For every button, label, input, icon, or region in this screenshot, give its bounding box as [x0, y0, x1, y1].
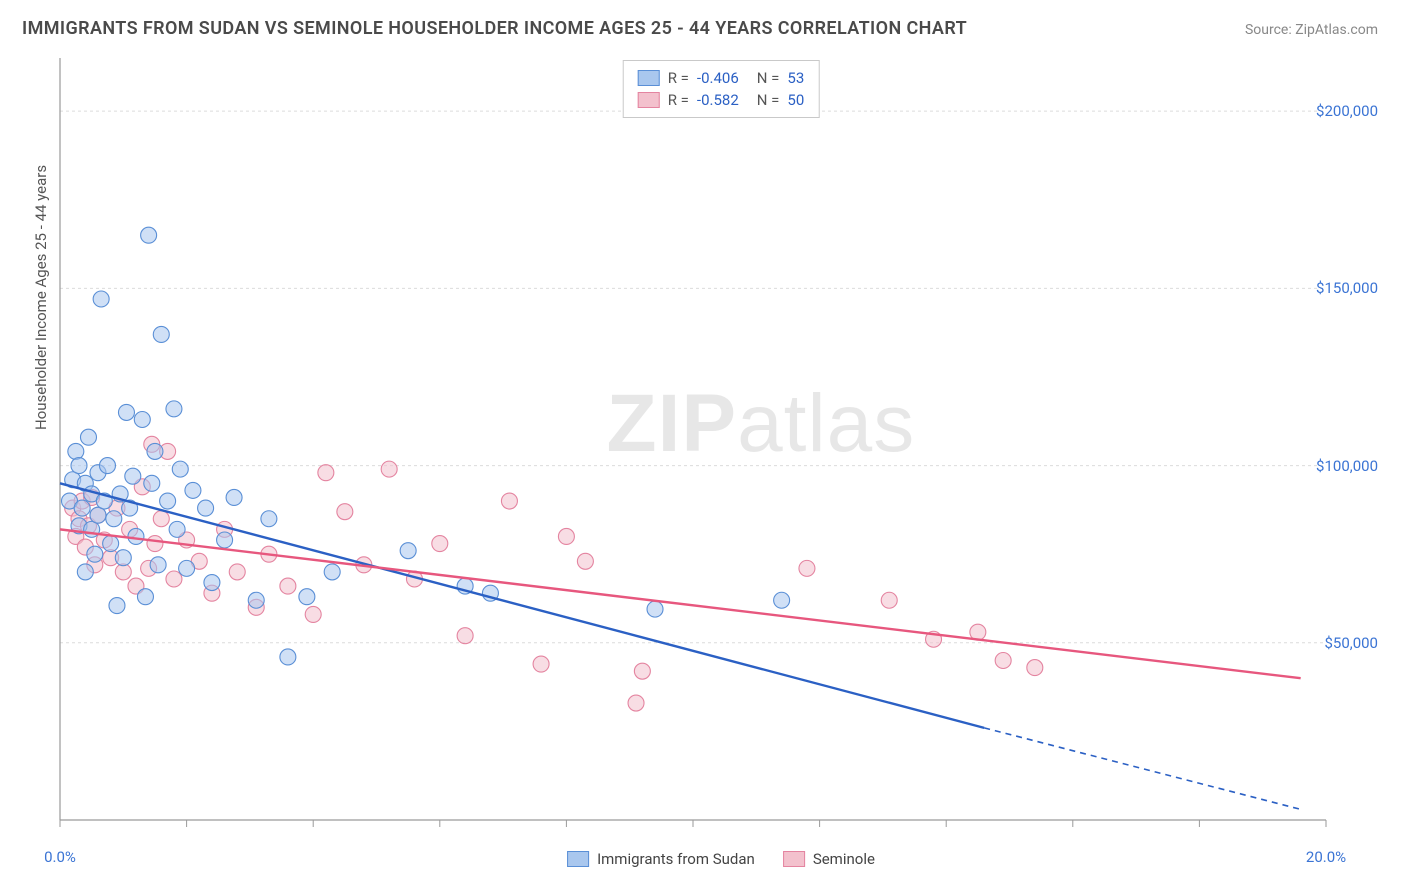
swatch-sudan	[638, 70, 660, 86]
swatch-seminole	[638, 92, 660, 108]
x-axis-legend: Immigrants from Sudan Seminole	[567, 850, 875, 868]
x-tick-label: 0.0%	[44, 848, 76, 866]
y-tick-label: $200,000	[1316, 102, 1378, 120]
legend-r-value-sudan: -0.406	[697, 67, 739, 89]
y-axis-label: Householder Income Ages 25 - 44 years	[32, 165, 50, 430]
scatter-plot-svg	[56, 56, 1386, 838]
source-attribution: Source: ZipAtlas.com	[1245, 22, 1378, 38]
legend-r-value-seminole: -0.582	[697, 89, 739, 111]
legend-n-label: N =	[757, 89, 780, 111]
legend-row-seminole: R = -0.582 N = 50	[638, 89, 805, 111]
legend-r-label: R =	[668, 89, 689, 111]
legend-n-label: N =	[757, 67, 780, 89]
legend-n-value-seminole: 50	[787, 89, 804, 111]
legend-row-sudan: R = -0.406 N = 53	[638, 67, 805, 89]
xlegend-label-seminole: Seminole	[813, 850, 875, 868]
correlation-legend: R = -0.406 N = 53 R = -0.582 N = 50	[623, 60, 820, 118]
chart-title: IMMIGRANTS FROM SUDAN VS SEMINOLE HOUSEH…	[22, 18, 967, 39]
y-tick-label: $50,000	[1324, 634, 1378, 652]
xlegend-label-sudan: Immigrants from Sudan	[597, 850, 755, 868]
legend-r-label: R =	[668, 67, 689, 89]
x-tick-label: 20.0%	[1306, 848, 1346, 866]
xlegend-item-seminole: Seminole	[783, 850, 875, 868]
swatch-sudan-icon	[567, 851, 589, 867]
xlegend-item-sudan: Immigrants from Sudan	[567, 850, 755, 868]
swatch-seminole-icon	[783, 851, 805, 867]
y-tick-label: $150,000	[1316, 279, 1378, 297]
legend-n-value-sudan: 53	[787, 67, 804, 89]
y-tick-label: $100,000	[1316, 457, 1378, 475]
chart-container: ZIPatlas R = -0.406 N = 53 R = -0.582 N …	[56, 56, 1386, 838]
